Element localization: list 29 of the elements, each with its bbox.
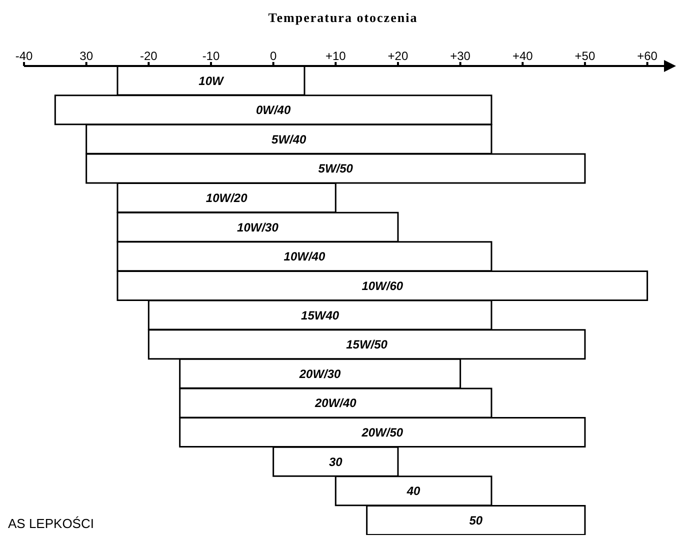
y-tick-label: 15W/50 (346, 338, 388, 352)
x-tick-label: +40 (512, 49, 534, 63)
x-axis-title: Temperatura otoczenia (267, 10, 419, 26)
y-tick-label: 40 (406, 484, 421, 498)
y-tick-label: 50 (469, 513, 483, 528)
x-tick-label: +20 (388, 49, 408, 63)
y-tick-label: 10W/60 (362, 278, 404, 293)
x-tick-label: 0 (270, 49, 277, 63)
y-tick-label: 20W/50 (360, 426, 404, 440)
y-tick-label: 0W/40 (256, 103, 291, 118)
y-tick-label: 15W40 (301, 308, 340, 322)
x-tick-label: -20 (140, 49, 158, 63)
x-tick-label: +50 (574, 49, 596, 63)
y-tick-label: 10W (198, 74, 225, 88)
x-tick-label: +60 (637, 49, 658, 63)
x-tick-label: +30 (450, 49, 471, 63)
y-tick-label: 20W/40 (314, 396, 357, 410)
y-tick-label: 10W/20 (206, 191, 248, 206)
x-tick-label: -10 (202, 49, 220, 63)
x-tick-label: +10 (325, 49, 346, 63)
y-tick-label: 5W/50 (318, 162, 354, 176)
annotation: AS LEPKOŚCI (8, 516, 94, 531)
y-tick-label: 10W/30 (237, 220, 279, 234)
y-tick-label: 20W/30 (298, 366, 342, 381)
x-tick-label: -40 (15, 49, 33, 63)
x-tick-label: 30 (80, 49, 94, 63)
y-tick-label: 5W/40 (272, 132, 307, 146)
y-tick-label: 10W/40 (284, 250, 326, 264)
y-tick-label: 30 (328, 454, 343, 469)
